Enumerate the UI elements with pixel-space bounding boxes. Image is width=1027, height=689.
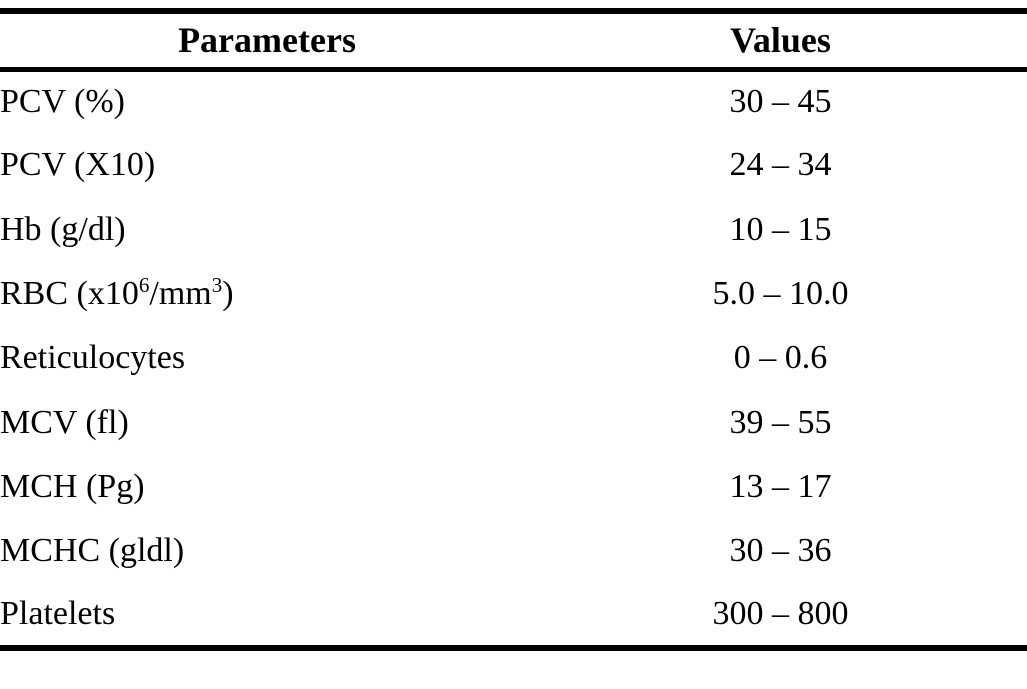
value-cell: 39 – 55 (729, 403, 832, 441)
parameter-cell: MCHC (gldl) (0, 532, 185, 570)
value-cell: 0 – 0.6 (733, 339, 828, 377)
parameter-cell: MCH (Pg) (0, 467, 145, 505)
table-row: Hb (g/dl) 10 – 15 (0, 198, 1027, 262)
table-row: Reticulocytes 0 – 0.6 (0, 326, 1027, 390)
table-row: Platelets 300 – 800 (0, 583, 1027, 647)
parameter-cell: PCV (X10) (0, 146, 156, 184)
value-cell: 5.0 – 10.0 (712, 275, 849, 313)
value-cell: 10 – 15 (729, 210, 832, 248)
table-row: MCH (Pg) 13 – 17 (0, 455, 1027, 519)
column-header-parameters: Parameters (0, 11, 535, 72)
table-row: MCHC (gldl) 30 – 36 (0, 519, 1027, 583)
header-row: Parameters Values (0, 11, 1027, 72)
parameter-text: RBC (x10 (0, 275, 139, 313)
parameter-cell: Platelets (0, 595, 116, 633)
table-head: Parameters Values (0, 11, 1027, 72)
table-row: PCV (%) 30 – 45 (0, 69, 1027, 133)
table-row: PCV (X10) 24 – 34 (0, 133, 1027, 197)
superscript-3: 3 (211, 273, 223, 298)
superscript-6: 6 (138, 273, 150, 298)
parameter-cell: PCV (%) (0, 83, 125, 121)
table-row: RBC (x106/mm3) 5.0 – 10.0 (0, 262, 1027, 326)
table-body: PCV (%) 30 – 45 PCV (X10) 24 – 34 Hb (g/… (0, 69, 1027, 648)
reference-values-table: Parameters Values PCV (%) 30 – 45 PCV (X… (0, 8, 1027, 651)
parameter-cell: Reticulocytes (0, 339, 186, 377)
parameter-cell: Hb (g/dl) (0, 210, 126, 248)
value-cell: 300 – 800 (712, 595, 849, 633)
value-cell: 30 – 45 (729, 83, 832, 121)
parameter-text: /mm (149, 275, 212, 313)
value-cell: 13 – 17 (729, 467, 832, 505)
parameter-cell: MCV (fl) (0, 403, 129, 441)
parameter-cell: RBC (x106/mm3) (0, 262, 534, 326)
parameter-text: ) (222, 275, 234, 313)
page: Parameters Values PCV (%) 30 – 45 PCV (X… (0, 8, 1027, 689)
value-cell: 30 – 36 (729, 532, 832, 570)
table-row: MCV (fl) 39 – 55 (0, 390, 1027, 454)
value-cell: 24 – 34 (729, 146, 832, 184)
column-header-values: Values (534, 11, 1027, 72)
